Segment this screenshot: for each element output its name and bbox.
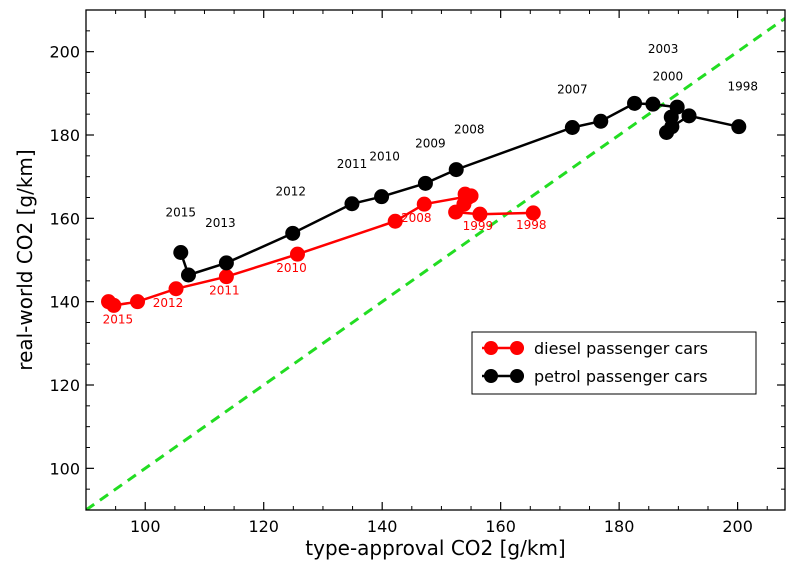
- data-point-petrol: [669, 99, 685, 115]
- reference-line-1to1: [86, 17, 785, 510]
- year-label-diesel: 2011: [209, 284, 240, 298]
- year-label-diesel: 2012: [153, 296, 184, 310]
- y-tick-label: 200: [49, 43, 80, 62]
- data-point-diesel: [472, 206, 488, 222]
- data-point-petrol: [180, 267, 196, 283]
- year-label-diesel: 1998: [516, 218, 547, 232]
- data-point-diesel: [416, 196, 432, 212]
- year-label-diesel: 2010: [276, 261, 307, 275]
- data-point-diesel: [387, 213, 403, 229]
- y-tick-label: 120: [49, 376, 80, 395]
- year-label-petrol: 2012: [275, 184, 306, 198]
- y-tick-label: 180: [49, 126, 80, 145]
- y-tick-label: 140: [49, 293, 80, 312]
- data-point-petrol: [645, 96, 661, 112]
- data-point-petrol: [374, 189, 390, 205]
- year-label-petrol: 2015: [166, 206, 197, 220]
- year-label-diesel: 1999: [463, 219, 494, 233]
- data-point-diesel: [130, 294, 146, 310]
- y-tick-label: 160: [49, 209, 80, 228]
- data-point-diesel: [168, 281, 184, 297]
- y-axis-title: real-world CO2 [g/km]: [13, 149, 37, 370]
- x-tick-label: 160: [485, 517, 516, 536]
- plot-area: 1998199920082010201120122015199820002003…: [86, 17, 785, 510]
- x-tick-label: 120: [248, 517, 279, 536]
- axes: 100 120 140 160 180 200 100 120 140 160 180 200: [49, 9, 786, 536]
- x-tick-label: 200: [722, 517, 753, 536]
- legend-swatch-marker-diesel: [510, 341, 524, 355]
- x-tick-label: 180: [604, 517, 635, 536]
- data-point-diesel: [463, 188, 479, 204]
- year-label-petrol: 2010: [369, 150, 400, 164]
- data-point-diesel: [218, 269, 234, 285]
- data-point-petrol: [344, 196, 360, 212]
- legend-swatch-marker-petrol: [484, 369, 498, 383]
- year-label-diesel: 2008: [401, 211, 432, 225]
- data-point-petrol: [731, 119, 747, 135]
- data-point-petrol: [564, 120, 580, 135]
- data-point-petrol: [448, 162, 464, 178]
- year-label-petrol: 2009: [415, 136, 446, 150]
- data-point-diesel: [525, 205, 541, 221]
- year-label-petrol: 2003: [648, 42, 679, 56]
- legend-label-diesel: diesel passenger cars: [534, 339, 708, 358]
- data-point-petrol: [627, 95, 643, 111]
- data-point-diesel: [289, 246, 305, 262]
- data-point-diesel: [101, 294, 117, 310]
- data-point-petrol: [593, 113, 609, 129]
- y-tick-label: 100: [49, 459, 80, 478]
- x-tick-label: 140: [367, 517, 398, 536]
- year-label-petrol: 2000: [653, 70, 684, 84]
- x-tick-label: 100: [130, 517, 161, 536]
- year-label-petrol: 2011: [337, 157, 368, 171]
- data-point-petrol: [285, 225, 301, 241]
- x-axis-title: type-approval CO2 [g/km]: [305, 536, 565, 560]
- data-point-petrol: [681, 108, 697, 124]
- year-label-petrol: 2008: [454, 123, 485, 137]
- year-label-petrol: 1998: [728, 80, 759, 94]
- year-label-diesel: 2015: [103, 312, 134, 326]
- legend-swatch-marker-diesel: [484, 341, 498, 355]
- data-point-petrol: [218, 255, 234, 271]
- data-point-petrol: [659, 125, 675, 140]
- legend-label-petrol: petrol passenger cars: [534, 367, 708, 386]
- year-label-petrol: 2007: [557, 83, 588, 97]
- year-label-petrol: 2013: [205, 216, 236, 230]
- data-point-petrol: [173, 245, 189, 260]
- legend: diesel passenger cars petrol passenger c…: [471, 331, 757, 395]
- legend-swatch-marker-petrol: [510, 369, 524, 383]
- data-point-petrol: [417, 175, 433, 191]
